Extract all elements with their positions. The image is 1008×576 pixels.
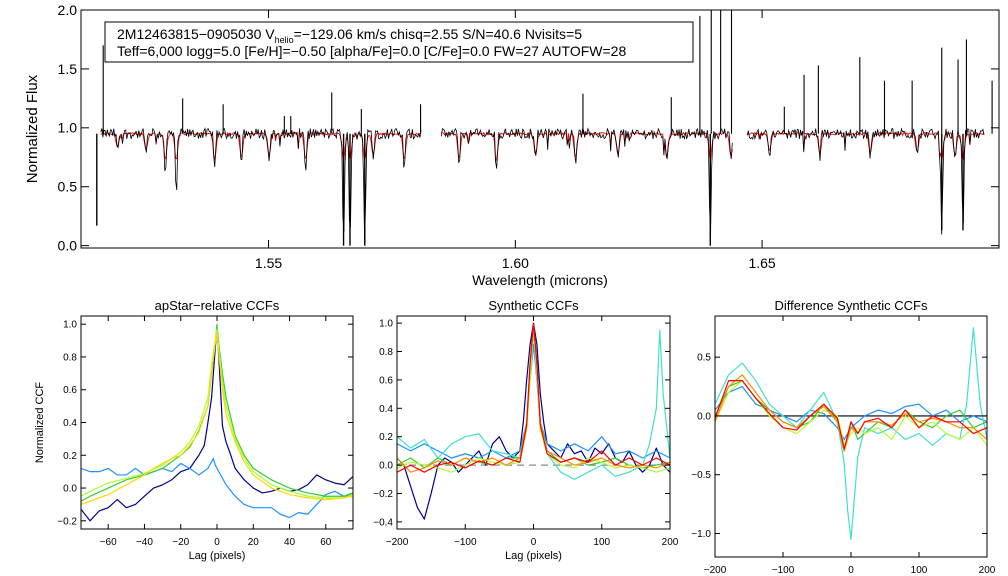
spectrum-y-tick-label: 2.0 bbox=[58, 2, 78, 18]
spectrum-y-tick-label: 0.5 bbox=[58, 179, 78, 195]
apstar-ccf-x-tick-label: −20 bbox=[172, 537, 189, 548]
synthetic-ccf-y-tick-label: 1.0 bbox=[379, 319, 393, 330]
spectrum-panel: 1.55 1.60 1.65 0.0 0.5 1.0 1.5 2.0 Wavelength (m… bbox=[24, 2, 1000, 288]
apstar-ccf-x-tick-label: 0 bbox=[214, 537, 220, 548]
difference-ccf-x-tick-label: 200 bbox=[979, 565, 996, 576]
spectrum-y-axis-label: Normalized Flux bbox=[24, 74, 41, 183]
spectrum-x-tick-label: 1.65 bbox=[748, 255, 775, 271]
synthetic-ccf-x-tick-label: 0 bbox=[531, 537, 537, 548]
apstar-ccf-y-tick-label: 1.0 bbox=[63, 320, 77, 331]
header-line-1: 2M12463815−0905030 Vhelio=−129.06 km/s c… bbox=[117, 26, 582, 45]
synthetic-ccf-x-tick-label: 100 bbox=[593, 537, 610, 548]
spectrum-x-tick-label: 1.55 bbox=[255, 255, 282, 271]
difference-ccf-title: Difference Synthetic CCFs bbox=[775, 298, 928, 313]
apstar-ccf-plot-area bbox=[81, 323, 353, 522]
synthetic-ccf-series-7 bbox=[397, 322, 670, 473]
synthetic-ccf-x-tick-label: −100 bbox=[454, 537, 477, 548]
difference-ccf-series-5 bbox=[715, 374, 987, 452]
difference-ccf-x-tick-label: 100 bbox=[911, 565, 928, 576]
synthetic-ccf-x-tick-label: 200 bbox=[662, 537, 679, 548]
apstar-ccf-x-axis-label: Lag (pixels) bbox=[189, 550, 246, 562]
synthetic-ccf-panel: −200 −100 0 100 200 −0.4 −0.2 0.0 0.2 0.4 0.6 0.8 1.… bbox=[373, 298, 679, 562]
synthetic-ccf-y-tick-label: 0.0 bbox=[379, 461, 393, 472]
synthetic-ccf-title: Synthetic CCFs bbox=[488, 298, 579, 313]
spectrum-axes-frame bbox=[80, 9, 1000, 249]
apstar-ccf-x-tick-label: 60 bbox=[320, 537, 332, 548]
apstar-ccf-y-axis-label: Normalized CCF bbox=[34, 382, 46, 464]
difference-ccf-y-tick-label: −0.5 bbox=[691, 470, 711, 481]
apstar-ccf-y-tick-label: −0.2 bbox=[57, 516, 77, 527]
spectrum-x-tick-label: 1.60 bbox=[502, 255, 529, 271]
synthetic-ccf-x-tick-label: −200 bbox=[386, 537, 409, 548]
header-line-1-prefix: 2M12463815−0905030 V bbox=[117, 26, 275, 42]
apstar-ccf-y-tick-label: 0.4 bbox=[63, 418, 77, 429]
spectrum-y-tick-label: 0.0 bbox=[58, 238, 78, 254]
spectrum-y-tick-label: 1.0 bbox=[58, 120, 78, 136]
synthetic-ccf-y-tick-label: 0.4 bbox=[379, 404, 393, 415]
difference-ccf-x-tick-label: 0 bbox=[848, 565, 854, 576]
difference-ccf-y-tick-label: 0.0 bbox=[697, 411, 711, 422]
difference-ccf-x-tick-label: −100 bbox=[772, 565, 795, 576]
synthetic-ccf-y-tick-label: 0.6 bbox=[379, 375, 393, 386]
spectrum-observed-series bbox=[100, 127, 985, 243]
difference-ccf-y-tick-label: 0.5 bbox=[697, 353, 711, 364]
difference-ccf-plot-area bbox=[715, 327, 987, 540]
spectrum-x-axis-label: Wavelength (microns) bbox=[472, 272, 608, 288]
difference-ccf-x-tick-label: −200 bbox=[704, 565, 727, 576]
apstar-ccf-series-5 bbox=[81, 331, 353, 505]
synthetic-ccf-y-tick-label: −0.4 bbox=[373, 517, 393, 528]
apstar-ccf-y-tick-label: 0.8 bbox=[63, 352, 77, 363]
header-line-2: Teff=6,000 logg=5.0 [Fe/H]=−0.50 [alpha/… bbox=[117, 43, 626, 59]
apstar-ccf-title: apStar−relative CCFs bbox=[155, 298, 280, 313]
synthetic-ccf-plot-area bbox=[397, 322, 670, 520]
difference-ccf-series-6 bbox=[715, 380, 987, 450]
header-vhelio-subscript: helio bbox=[275, 35, 294, 45]
apstar-ccf-x-tick-label: 20 bbox=[248, 537, 260, 548]
header-line-1-rest: =−129.06 km/s chisq=2.55 S/N=40.6 Nvisit… bbox=[294, 26, 583, 42]
apstar-ccf-y-tick-label: 0.6 bbox=[63, 385, 77, 396]
synthetic-ccf-y-tick-label: 0.8 bbox=[379, 347, 393, 358]
apstar-ccf-y-tick-label: 0.2 bbox=[63, 451, 77, 462]
spectrum-y-tick-label: 1.5 bbox=[58, 61, 78, 77]
difference-ccf-y-tick-label: −1.0 bbox=[691, 529, 711, 540]
apstar-ccf-panel: −60 −40 −20 0 20 40 60 −0.2 0.0 0.2 0.4 0.6 0.8 1.0 ap… bbox=[34, 298, 354, 562]
synthetic-ccf-x-axis-label: Lag (pixels) bbox=[505, 550, 562, 562]
apstar-ccf-series-2 bbox=[81, 457, 353, 519]
difference-ccf-series-4 bbox=[715, 380, 987, 446]
apstar-ccf-x-tick-label: −40 bbox=[136, 537, 153, 548]
synthetic-ccf-y-tick-label: −0.2 bbox=[373, 489, 393, 500]
synthetic-ccf-y-tick-label: 0.2 bbox=[379, 432, 393, 443]
synthetic-ccf-series-2 bbox=[397, 343, 670, 459]
difference-ccf-panel: −200 −100 0 100 200 −1.0 −0.5 0.0 0.5 Difference … bbox=[691, 298, 996, 576]
apstar-ccf-x-tick-label: −60 bbox=[100, 537, 117, 548]
apstar-ccf-x-tick-label: 40 bbox=[284, 537, 296, 548]
spectrum-plot-area bbox=[96, 10, 993, 246]
apstar-ccf-y-tick-label: 0.0 bbox=[63, 484, 77, 495]
header-legend-box: 2M12463815−0905030 Vhelio=−129.06 km/s c… bbox=[104, 21, 694, 63]
